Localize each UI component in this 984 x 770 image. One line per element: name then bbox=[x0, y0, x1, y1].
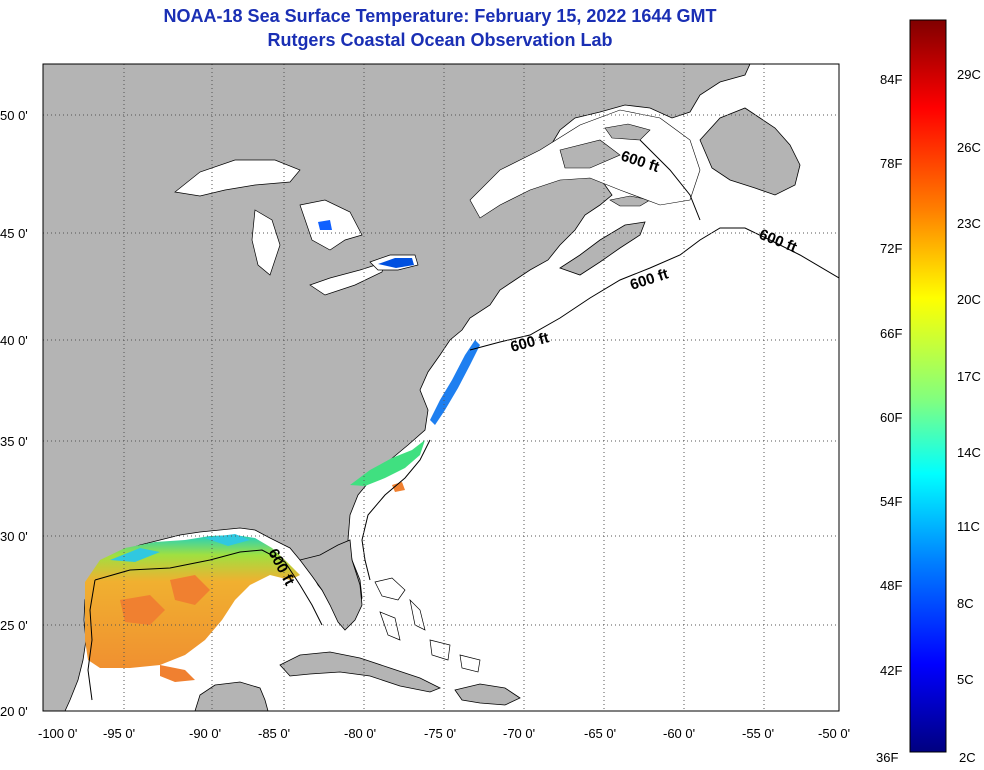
yucatan-land bbox=[194, 681, 269, 711]
lat-tick-label: 25 0' bbox=[0, 618, 28, 633]
lon-tick-label: -65 0' bbox=[584, 726, 616, 741]
lon-tick-label: -90 0' bbox=[189, 726, 221, 741]
gulf-sst-patches bbox=[120, 575, 210, 682]
gaspe-land bbox=[559, 139, 621, 169]
lat-axis-labels: 50 0' 45 0' 40 0' 35 0' 30 0' 25 0' 20 0… bbox=[0, 108, 28, 719]
colorbar-c-label: 29C bbox=[957, 67, 981, 82]
colorbar-f-label: 54F bbox=[880, 494, 902, 509]
colorbar-c-label: 17C bbox=[957, 369, 981, 384]
lake-michigan-sst bbox=[318, 220, 332, 230]
colorbar-f-label: 48F bbox=[880, 578, 902, 593]
colorbar-c-label: 23C bbox=[957, 216, 981, 231]
colorbar-f-label: 60F bbox=[880, 410, 902, 425]
anticosti-land-2 bbox=[604, 123, 651, 141]
colorbar-c-label: 5C bbox=[957, 672, 974, 687]
colorbar-f-label: 42F bbox=[880, 663, 902, 678]
lon-tick-label: -60 0' bbox=[663, 726, 695, 741]
lon-tick-label: -50 0' bbox=[818, 726, 850, 741]
colorbar-f-label: 84F bbox=[880, 72, 902, 87]
lat-tick-label: 30 0' bbox=[0, 529, 28, 544]
lat-lon-grid bbox=[43, 64, 839, 711]
florida-land bbox=[299, 539, 363, 631]
colorbar-f-label: 78F bbox=[880, 156, 902, 171]
colorbar-f-label: 72F bbox=[880, 241, 902, 256]
map-title: NOAA-18 Sea Surface Temperature: Februar… bbox=[163, 6, 717, 26]
map-frame bbox=[42, 63, 840, 712]
bahamas-islands bbox=[374, 577, 481, 673]
lat-tick-label: 50 0' bbox=[0, 108, 28, 123]
sst-colorbar bbox=[909, 19, 947, 753]
map-subtitle: Rutgers Coastal Ocean Observation Lab bbox=[267, 30, 613, 50]
lon-tick-label: -80 0' bbox=[344, 726, 376, 741]
colorbar-celsius-labels: 29C 26C 23C 20C 17C 14C 11C 8C 5C 2C bbox=[957, 67, 981, 765]
colorbar-c-label: 11C bbox=[957, 519, 980, 534]
colorbar-c-label: 2C bbox=[959, 750, 976, 765]
lat-tick-label: 20 0' bbox=[0, 704, 28, 719]
gulf-coastal-cold bbox=[110, 534, 250, 562]
colorbar-f-label: 66F bbox=[880, 326, 902, 341]
colorbar-fahrenheit-labels: 84F 78F 72F 66F 60F 54F 48F 42F 36F bbox=[876, 72, 902, 765]
pei-land bbox=[609, 195, 651, 207]
colorbar-f-label: 36F bbox=[876, 750, 898, 765]
lon-tick-label: -55 0' bbox=[742, 726, 774, 741]
carolina-shelf-sst bbox=[350, 440, 425, 486]
depth-contours bbox=[87, 139, 839, 701]
mid-atlantic-shelf-sst bbox=[430, 340, 480, 425]
hispaniola-land bbox=[454, 683, 521, 706]
lon-tick-label: -100 0' bbox=[38, 726, 77, 741]
newfoundland-land bbox=[699, 107, 801, 196]
colorbar-c-label: 14C bbox=[957, 445, 981, 460]
lon-axis-labels: -100 0' -95 0' -90 0' -85 0' -80 0' -75 … bbox=[38, 726, 850, 741]
colorbar-c-label: 26C bbox=[957, 140, 981, 155]
lake-ontario-sst bbox=[378, 258, 414, 268]
nova-scotia-land bbox=[559, 221, 646, 276]
lat-tick-label: 35 0' bbox=[0, 434, 28, 449]
lat-tick-label: 45 0' bbox=[0, 226, 28, 241]
lon-tick-label: -75 0' bbox=[424, 726, 456, 741]
lat-tick-label: 40 0' bbox=[0, 333, 28, 348]
lon-tick-label: -85 0' bbox=[258, 726, 290, 741]
cuba-land bbox=[279, 651, 441, 693]
colorbar-c-label: 20C bbox=[957, 292, 981, 307]
lon-tick-label: -95 0' bbox=[103, 726, 135, 741]
gulf-stream-warm-spot bbox=[392, 482, 405, 492]
colorbar-c-label: 8C bbox=[957, 596, 974, 611]
lon-tick-label: -70 0' bbox=[503, 726, 535, 741]
